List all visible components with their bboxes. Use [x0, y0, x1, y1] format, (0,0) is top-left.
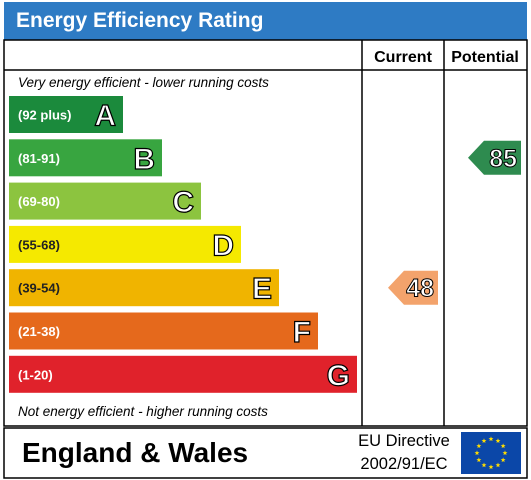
rating-band-g: (1-20) G: [9, 355, 357, 393]
rating-band-letter: C: [172, 186, 194, 219]
potential-rating: 85: [468, 140, 521, 175]
current-column-header: Current: [374, 49, 432, 66]
bottom-caption: Not energy efficient - higher running co…: [18, 404, 268, 419]
rating-band-letter: G: [327, 359, 350, 392]
eu-flag-icon: [461, 432, 521, 474]
rating-band-range: (81-91): [18, 151, 60, 166]
rating-band-bar: [9, 312, 318, 350]
eu-star-icon: [474, 450, 480, 456]
eu-star-icon: [495, 438, 501, 443]
rating-band-range: (55-68): [18, 237, 60, 252]
rating-band-bar: [9, 139, 162, 177]
region-label: England & Wales: [22, 437, 248, 468]
eu-star-icon: [488, 436, 494, 442]
current-rating: 48: [388, 270, 438, 305]
rating-band-bar: [9, 269, 279, 307]
rating-band-bar: [9, 182, 201, 220]
eu-star-icon: [500, 457, 506, 463]
rating-band-bar: [9, 96, 123, 133]
rating-band-range: (39-54): [18, 281, 60, 296]
chart-title-text: Energy Efficiency Rating: [16, 9, 264, 32]
footer-frame: [3, 427, 528, 479]
rating-band-letter: F: [293, 316, 311, 349]
rating-band-f: (21-38) F: [9, 312, 318, 350]
directive-line-1: EU Directive: [358, 432, 450, 450]
eu-star-icon: [488, 464, 494, 470]
rating-band-b: (81-91) B: [9, 139, 162, 176]
eu-star-icon: [476, 443, 482, 449]
eu-star-icon: [481, 462, 487, 468]
rating-band-letter: A: [94, 100, 116, 133]
rating-band-range: (21-38): [18, 324, 60, 339]
rating-band-range: (69-80): [18, 194, 60, 209]
current-rating-value: 48: [406, 275, 434, 303]
rating-bands: (92 plus) A (81-91) B (69-80) C (55-68) D (39-54…: [9, 96, 357, 393]
directive-line-2: 2002/91/EC: [360, 455, 447, 473]
rating-band-letter: B: [133, 143, 155, 176]
rating-band-d: (55-68) D: [9, 225, 241, 263]
current-rating-arrow: [388, 270, 438, 305]
potential-rating-value: 85: [489, 145, 517, 173]
rating-band-letter: E: [252, 273, 272, 306]
rating-band-c: (69-80) C: [9, 182, 201, 220]
eu-star-icon: [476, 457, 482, 463]
rating-band-range: (92 plus): [18, 108, 71, 123]
eu-star-icon: [495, 462, 501, 468]
eu-star-icon: [502, 450, 508, 456]
rating-band-e: (39-54) E: [9, 269, 279, 306]
eu-star-icon: [500, 443, 506, 449]
chart-frame: [3, 39, 528, 427]
rating-band-letter: D: [212, 229, 234, 262]
chart-title: Energy Efficiency Rating: [4, 2, 527, 40]
rating-band-range: (1-20): [18, 367, 53, 382]
potential-column-header: Potential: [451, 49, 519, 66]
eu-flag-stars: [474, 436, 508, 470]
rating-band-bar: [9, 225, 241, 263]
rating-band-a: (92 plus) A: [9, 96, 123, 133]
rating-markers: 48 85: [388, 140, 521, 305]
eu-star-icon: [481, 438, 487, 443]
rating-band-bar: [9, 355, 357, 393]
top-caption: Very energy efficient - lower running co…: [18, 75, 269, 90]
potential-rating-arrow: [468, 140, 521, 175]
